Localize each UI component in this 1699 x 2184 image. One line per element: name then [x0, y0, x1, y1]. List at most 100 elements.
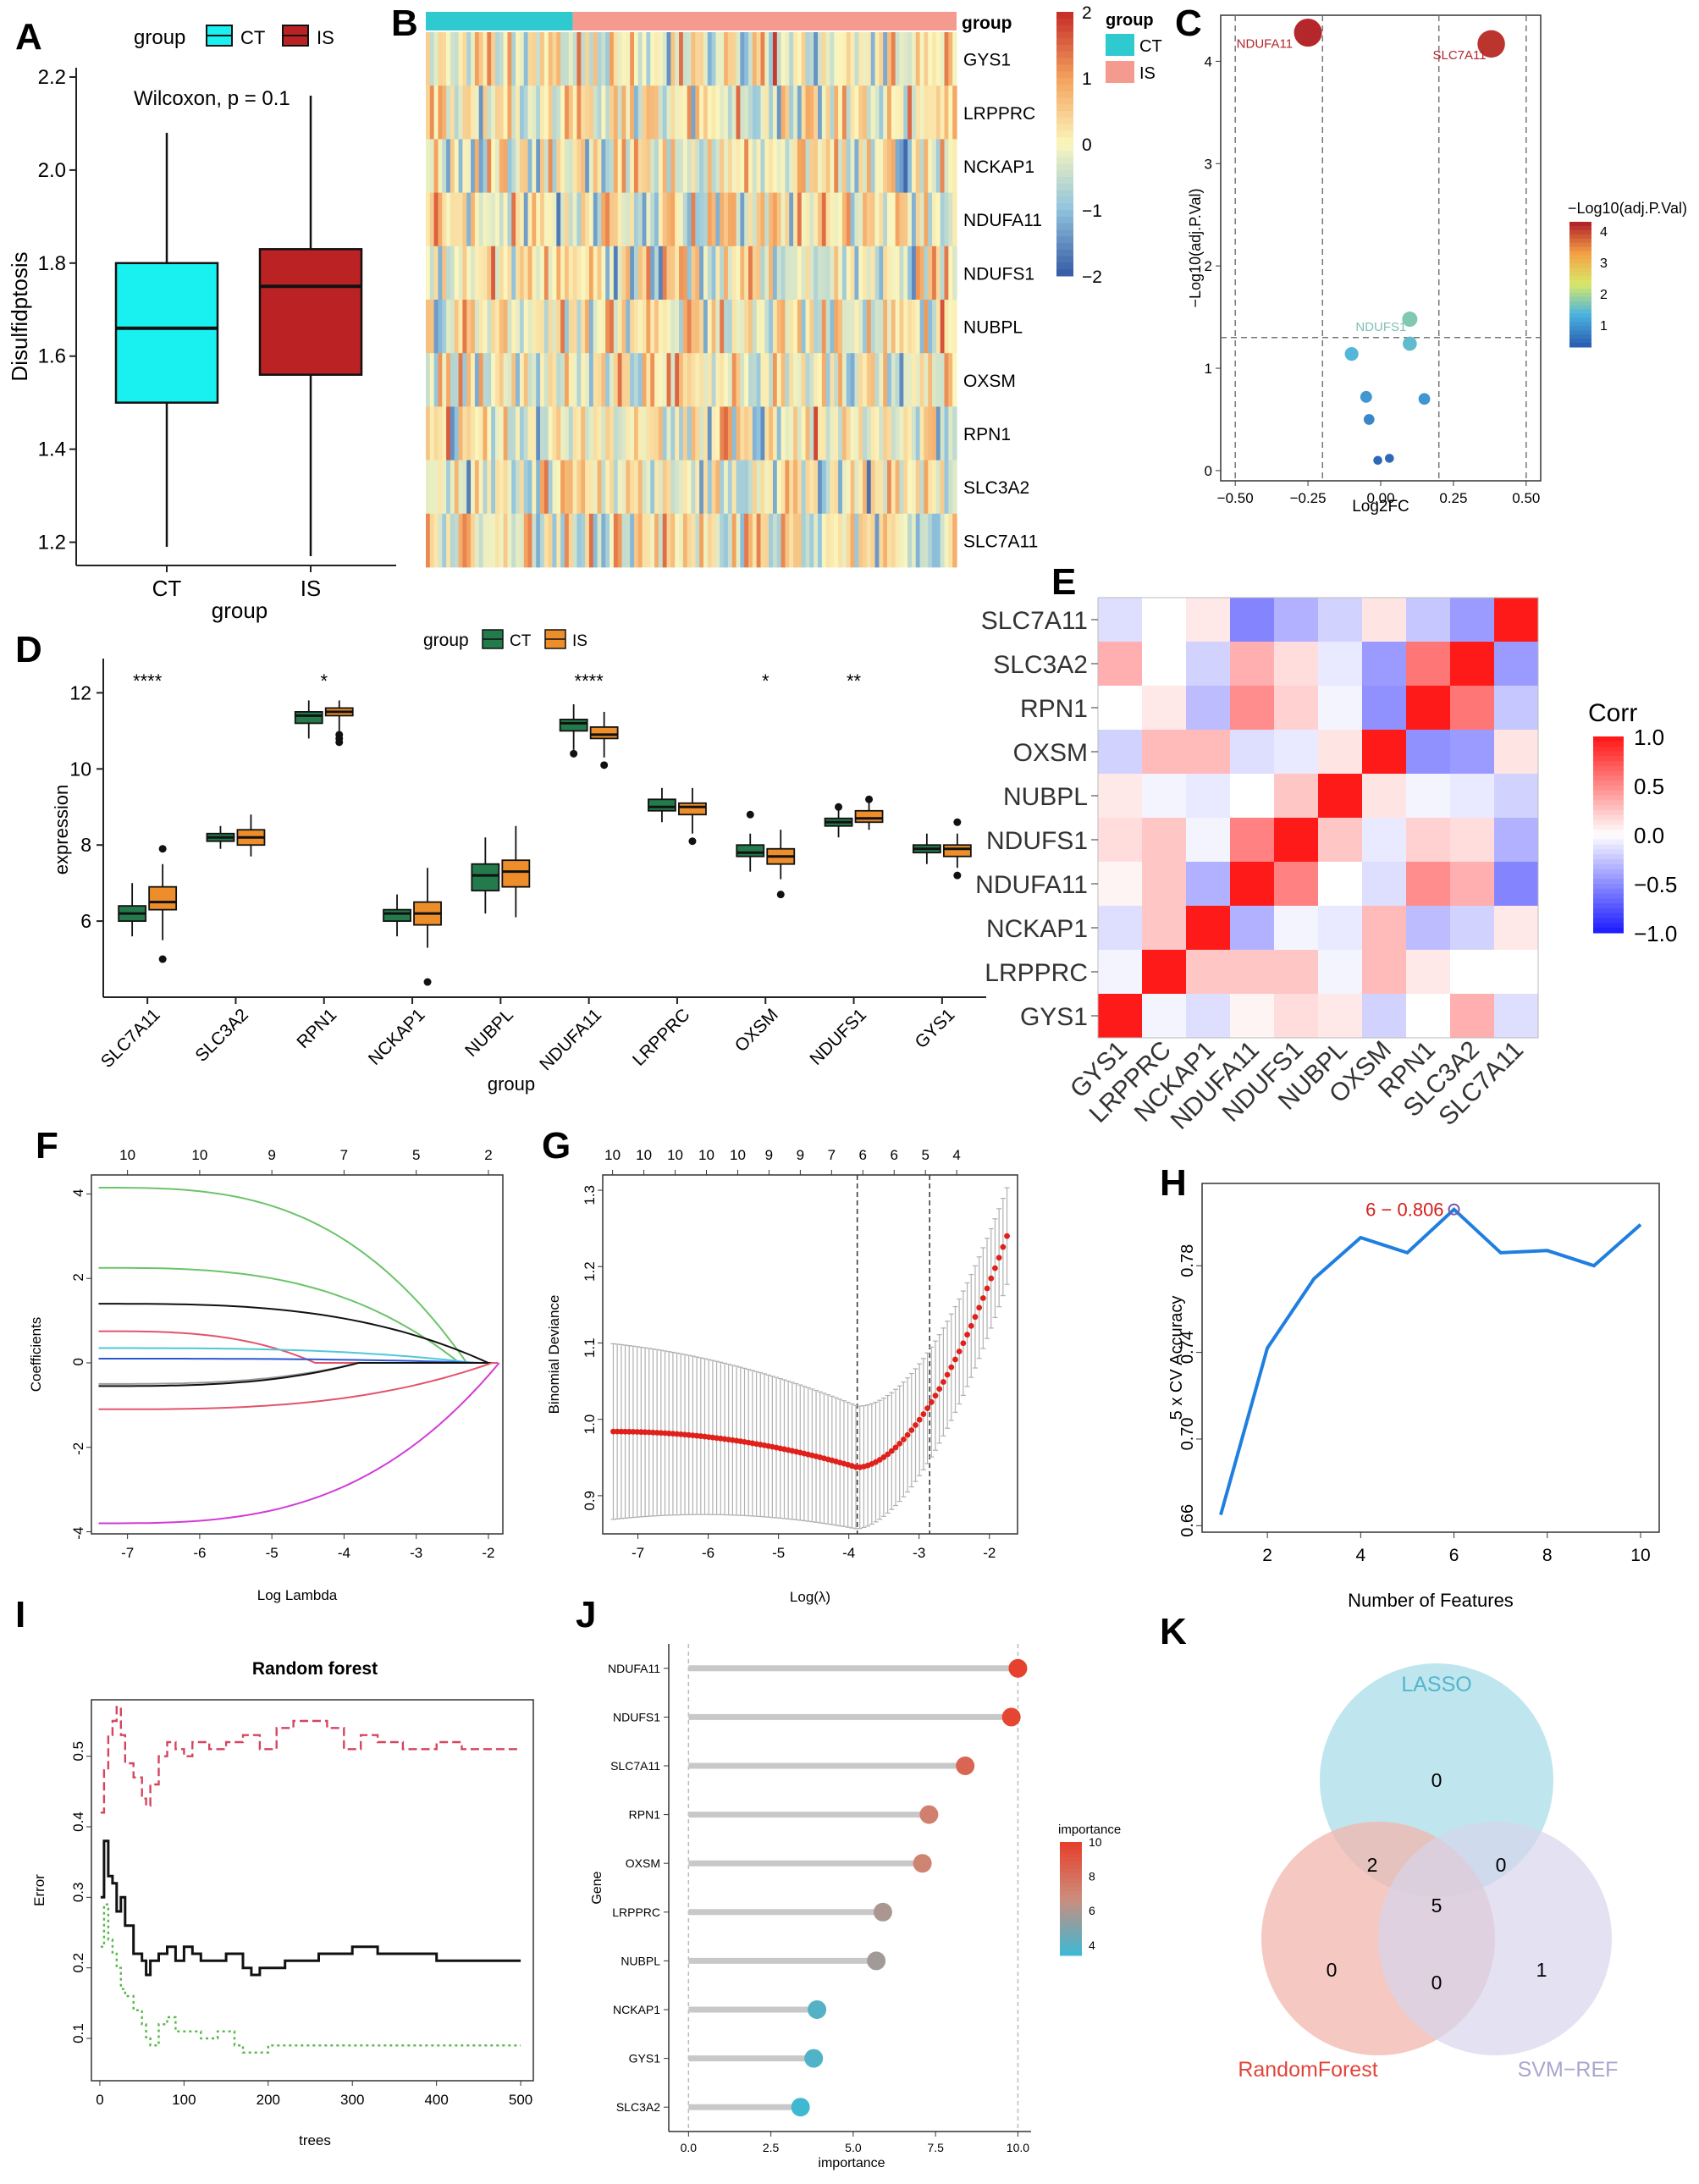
lollipop-head — [919, 1805, 939, 1824]
heat-cell — [899, 513, 904, 568]
heat-cell — [654, 85, 659, 140]
heat-cell — [462, 32, 467, 86]
group-bar-is — [572, 12, 957, 30]
heat-cell — [907, 460, 913, 515]
deviance-point — [968, 1322, 974, 1329]
coef-path — [98, 1358, 498, 1364]
heat-cell — [650, 245, 655, 301]
heat-cell — [588, 245, 594, 301]
heat-cell — [585, 353, 590, 407]
heat-cell — [556, 353, 561, 407]
heat-cell — [924, 406, 929, 461]
heat-cell — [687, 406, 692, 461]
heat-cell — [903, 139, 908, 193]
deviance-point — [928, 1398, 935, 1405]
heat-cell — [760, 85, 765, 140]
heat-cell — [903, 300, 908, 354]
heat-cell — [491, 353, 496, 407]
heat-cell — [474, 245, 480, 301]
legend-gradient — [1569, 292, 1591, 298]
heat-cell — [458, 245, 464, 301]
heat-cell — [499, 460, 505, 515]
heat-cell — [516, 192, 521, 247]
heat-cell — [830, 513, 835, 568]
heat-cell — [670, 406, 676, 461]
heat-cell — [846, 513, 852, 568]
box — [678, 802, 707, 816]
heat-cell — [952, 192, 957, 247]
heat-cell — [511, 300, 516, 354]
heat-cell — [781, 353, 786, 407]
legend-label: CT — [1139, 37, 1162, 56]
heat-cell — [846, 406, 852, 461]
heat-cell — [556, 513, 561, 568]
corr-cell — [1362, 818, 1407, 863]
heat-cell — [891, 300, 896, 354]
scale-segment — [1593, 874, 1624, 880]
heat-cell — [841, 192, 847, 247]
heat-cell — [883, 353, 888, 407]
heat-cell — [646, 460, 651, 515]
heat-cell — [801, 245, 807, 301]
heat-cell — [621, 192, 626, 247]
heat-cell — [760, 513, 765, 568]
legend-gradient — [1569, 242, 1591, 248]
heat-cell — [491, 460, 496, 515]
scale-segment — [1056, 84, 1073, 92]
heat-cell — [675, 353, 680, 407]
count-lasso-rf: 2 — [1367, 1854, 1378, 1876]
heat-cell — [499, 300, 505, 354]
heat-cell — [613, 245, 619, 301]
scale-tick-label: −0.5 — [1634, 872, 1677, 897]
heat-cell — [458, 192, 464, 247]
scale-tick-label: −1.0 — [1634, 921, 1677, 946]
heat-cell — [841, 460, 847, 515]
heat-cell — [691, 139, 696, 193]
corr-cell — [1142, 950, 1187, 995]
heat-cell — [610, 245, 615, 301]
heat-cell — [740, 245, 745, 301]
scale-segment — [1593, 844, 1624, 850]
heat-cell — [740, 406, 745, 461]
heat-cell — [548, 353, 554, 407]
corr-cell — [1318, 730, 1363, 775]
heat-cell — [907, 406, 913, 461]
y-tick-label: 1.2 — [582, 1261, 598, 1282]
heat-cell — [626, 406, 631, 461]
count-lasso-only: 0 — [1431, 1769, 1442, 1791]
heat-cell — [821, 353, 827, 407]
lollipop-head — [1008, 1658, 1028, 1678]
heat-cell — [940, 353, 946, 407]
corr-cell — [1450, 818, 1495, 863]
legend-label: IS — [572, 632, 587, 650]
heat-cell — [895, 32, 901, 86]
heat-cell — [711, 32, 717, 86]
heat-cell — [948, 460, 953, 515]
heat-cell — [593, 85, 599, 140]
heat-cell — [830, 85, 835, 140]
heat-cell — [850, 192, 856, 247]
heat-cell — [438, 513, 443, 568]
heat-cell — [883, 460, 888, 515]
heat-cell — [932, 513, 937, 568]
heat-cell — [924, 192, 929, 247]
corr-cell — [1318, 862, 1363, 907]
deviance-point — [614, 1428, 621, 1435]
heat-cell — [454, 513, 460, 568]
heat-cell — [523, 85, 529, 140]
heat-cell — [838, 460, 843, 515]
heat-cell — [576, 300, 582, 354]
heat-cell — [863, 460, 868, 515]
corr-cell — [1362, 642, 1407, 687]
heat-cell — [585, 460, 590, 515]
heat-cell — [769, 245, 774, 301]
top-tick-label: 10 — [604, 1147, 621, 1163]
heat-cell — [593, 32, 599, 86]
top-tick-label: 4 — [952, 1147, 960, 1163]
legend-gradient — [1060, 1913, 1082, 1918]
heat-cell — [838, 139, 843, 193]
box-outlier — [158, 955, 167, 963]
heat-cell — [715, 85, 720, 140]
heat-cell — [841, 406, 847, 461]
legend-gradient — [1569, 296, 1591, 302]
